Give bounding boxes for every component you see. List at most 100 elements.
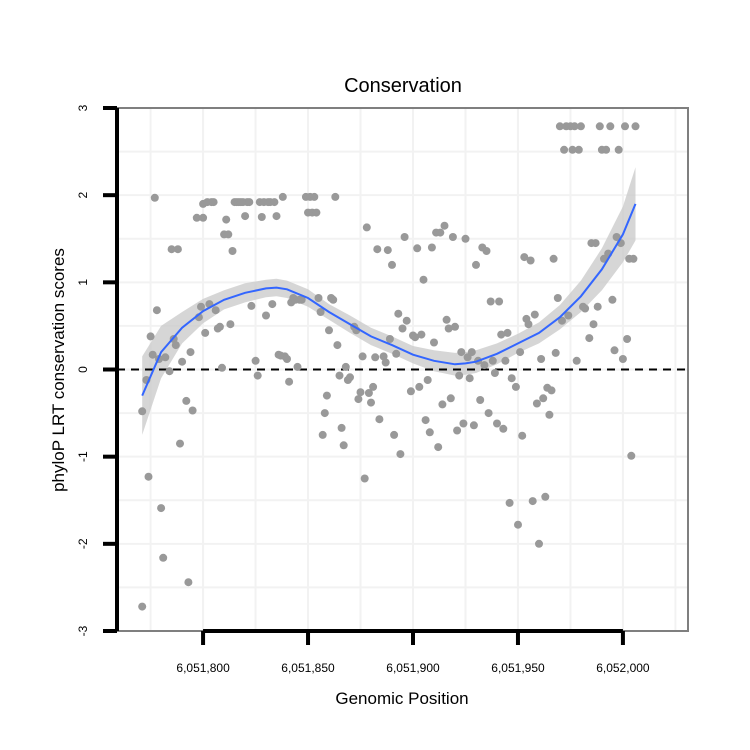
data-point: [453, 426, 462, 435]
data-point: [148, 350, 157, 359]
data-point: [367, 398, 375, 407]
data-point: [253, 371, 262, 380]
data-point: [406, 387, 415, 396]
data-point: [385, 335, 394, 343]
data-point: [448, 233, 457, 241]
data-point: [627, 451, 636, 460]
data-point: [591, 239, 600, 248]
data-point: [484, 409, 493, 418]
data-point: [438, 400, 447, 409]
data-point: [486, 297, 495, 306]
data-point: [423, 376, 432, 384]
data-point: [444, 324, 453, 333]
data-point: [602, 145, 611, 154]
data-point: [564, 311, 573, 320]
data-point: [589, 320, 598, 329]
data-point: [245, 198, 254, 207]
data-point: [371, 353, 380, 362]
x-tick-label: 6,051,850: [281, 661, 335, 675]
data-point: [497, 330, 506, 339]
data-point: [335, 371, 344, 380]
data-point: [417, 330, 426, 339]
data-point: [457, 348, 466, 357]
data-point: [499, 424, 508, 433]
data-point: [375, 415, 384, 424]
data-point: [526, 256, 535, 265]
data-point: [337, 423, 346, 432]
data-point: [467, 348, 476, 357]
data-point: [482, 247, 491, 255]
data-point: [524, 320, 533, 329]
data-point: [621, 122, 629, 131]
data-point: [539, 394, 548, 403]
data-point: [421, 416, 430, 425]
data-point: [430, 338, 438, 347]
data-point: [507, 374, 516, 383]
data-point: [356, 388, 365, 397]
data-point: [545, 410, 554, 419]
data-point: [413, 244, 422, 253]
data-point: [159, 553, 168, 562]
data-point: [392, 349, 401, 358]
data-point: [293, 362, 302, 371]
data-point: [574, 145, 583, 154]
x-tick-label: 6,051,900: [386, 661, 440, 675]
data-point: [171, 341, 180, 350]
data-point: [511, 382, 520, 391]
data-point: [257, 213, 266, 221]
data-point: [440, 221, 449, 230]
data-point: [476, 396, 485, 404]
data-point: [436, 228, 445, 237]
x-axis-label: Genomic Position: [335, 689, 468, 708]
data-point: [173, 245, 182, 254]
data-point: [341, 362, 350, 371]
data-point: [465, 374, 474, 383]
data-point: [186, 348, 195, 357]
data-point: [285, 377, 294, 386]
data-point: [518, 431, 527, 440]
plot-panel: [116, 107, 689, 632]
data-point: [558, 316, 566, 325]
data-point: [390, 430, 399, 439]
data-point: [400, 233, 409, 241]
data-point: [218, 363, 226, 372]
x-axis: 6,051,800 6,051,850 6,051,900 6,051,950 6,05…: [176, 629, 650, 675]
data-point: [576, 122, 585, 131]
data-point: [530, 310, 539, 319]
data-point: [201, 328, 210, 337]
x-tick-label: 6,051,950: [491, 661, 545, 675]
data-point: [138, 407, 147, 416]
data-point: [451, 322, 459, 331]
data-point: [320, 409, 329, 418]
data-point: [262, 311, 270, 320]
data-point: [442, 315, 451, 324]
data-point: [505, 498, 514, 507]
confidence-band: [142, 167, 636, 435]
data-point: [520, 253, 529, 262]
data-point: [411, 333, 420, 342]
data-point: [585, 334, 594, 343]
chart-title: Conservation: [344, 75, 462, 97]
data-point: [459, 419, 468, 428]
data-point: [446, 394, 455, 403]
data-point: [241, 212, 250, 221]
data-point: [614, 145, 623, 154]
data-point: [623, 335, 632, 343]
y-axis: -3 -2 -1 0 1 2 3: [76, 104, 119, 636]
data-point: [383, 246, 392, 255]
y-tick-label: -1: [76, 451, 90, 462]
data-point: [228, 247, 237, 255]
data-point: [165, 367, 174, 376]
y-tick-label: -2: [76, 538, 90, 549]
data-point: [472, 260, 480, 269]
smooth-line: [141, 203, 637, 396]
data-point: [251, 356, 260, 365]
data-point: [608, 295, 617, 304]
data-point: [427, 243, 436, 252]
data-point: [455, 371, 464, 380]
data-point: [150, 193, 159, 202]
data-point: [631, 122, 640, 131]
y-axis-label: phyloP LRT conservation scores: [49, 248, 68, 492]
data-point: [215, 322, 224, 331]
data-point: [629, 254, 638, 263]
